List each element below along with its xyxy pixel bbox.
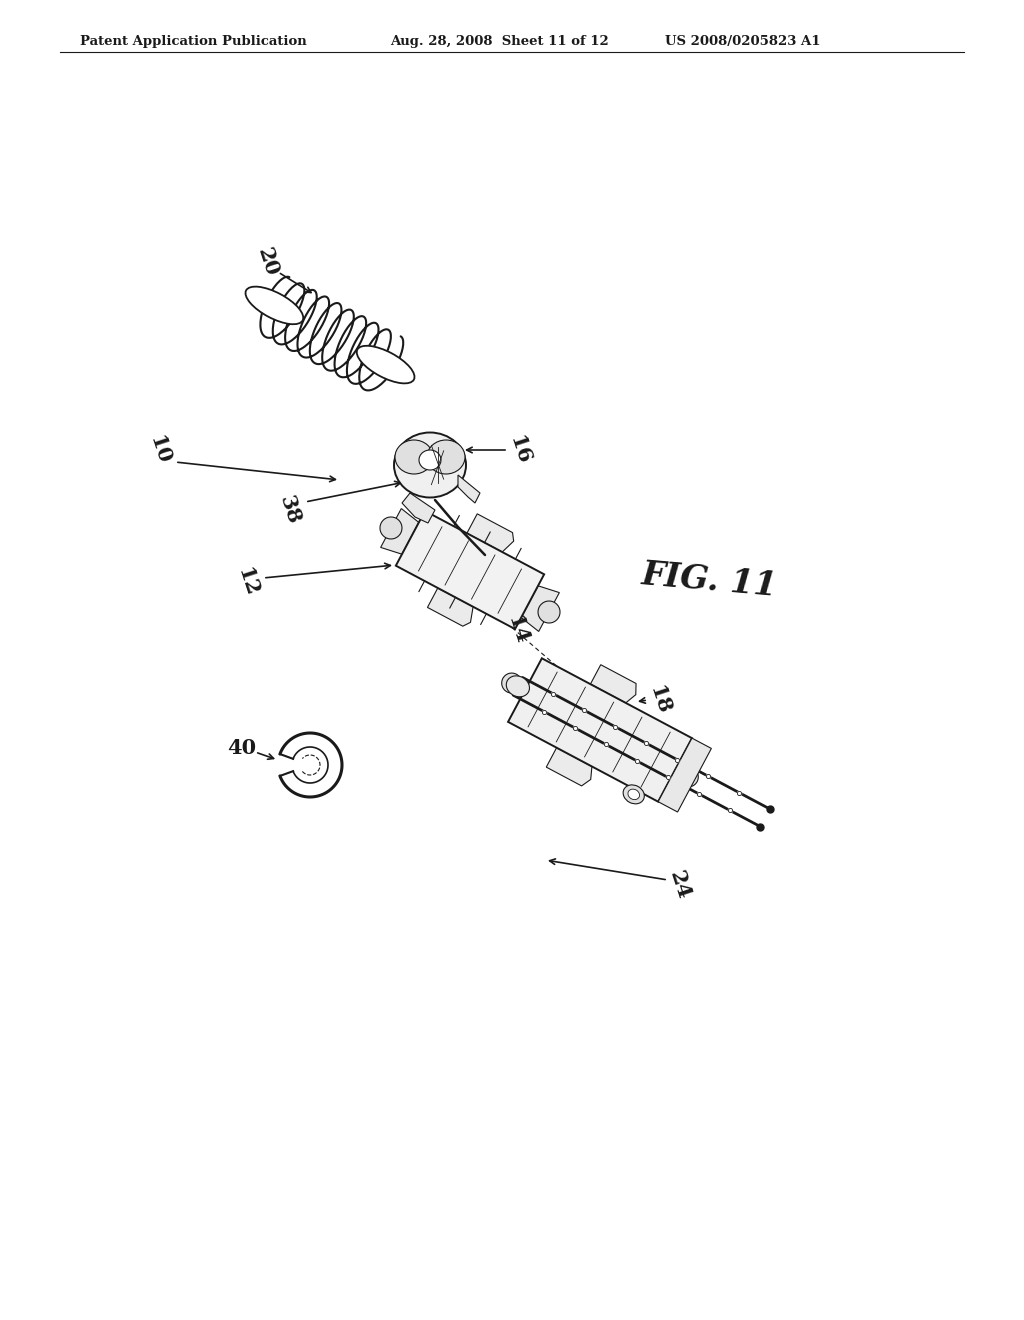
Text: 12: 12 <box>233 565 262 599</box>
Ellipse shape <box>506 676 529 697</box>
Text: 40: 40 <box>227 738 257 758</box>
Ellipse shape <box>502 673 521 693</box>
Text: 14: 14 <box>504 612 532 647</box>
Ellipse shape <box>380 517 402 539</box>
Text: 18: 18 <box>646 682 674 717</box>
Ellipse shape <box>628 789 640 800</box>
Ellipse shape <box>538 601 560 623</box>
Polygon shape <box>508 659 692 801</box>
Polygon shape <box>591 665 636 704</box>
Ellipse shape <box>624 785 644 804</box>
Text: FIG. 11: FIG. 11 <box>640 557 778 602</box>
Polygon shape <box>402 492 435 523</box>
Polygon shape <box>521 586 559 631</box>
Polygon shape <box>546 747 592 785</box>
Ellipse shape <box>427 440 465 474</box>
Polygon shape <box>658 738 712 812</box>
Text: Aug. 28, 2008  Sheet 11 of 12: Aug. 28, 2008 Sheet 11 of 12 <box>390 36 608 48</box>
Ellipse shape <box>395 440 433 474</box>
Text: Patent Application Publication: Patent Application Publication <box>80 36 307 48</box>
Text: 24: 24 <box>666 869 694 902</box>
Polygon shape <box>458 475 480 503</box>
Polygon shape <box>427 587 473 626</box>
Text: US 2008/0205823 A1: US 2008/0205823 A1 <box>665 36 820 48</box>
Text: 16: 16 <box>506 433 535 467</box>
Text: 20: 20 <box>254 246 282 279</box>
Text: 38: 38 <box>276 494 304 527</box>
Ellipse shape <box>419 450 441 470</box>
Ellipse shape <box>678 767 698 787</box>
Polygon shape <box>396 511 544 630</box>
Polygon shape <box>381 508 419 554</box>
Polygon shape <box>467 513 514 552</box>
Text: 10: 10 <box>146 433 174 467</box>
Ellipse shape <box>246 286 303 325</box>
Ellipse shape <box>394 433 466 498</box>
Ellipse shape <box>356 346 415 383</box>
